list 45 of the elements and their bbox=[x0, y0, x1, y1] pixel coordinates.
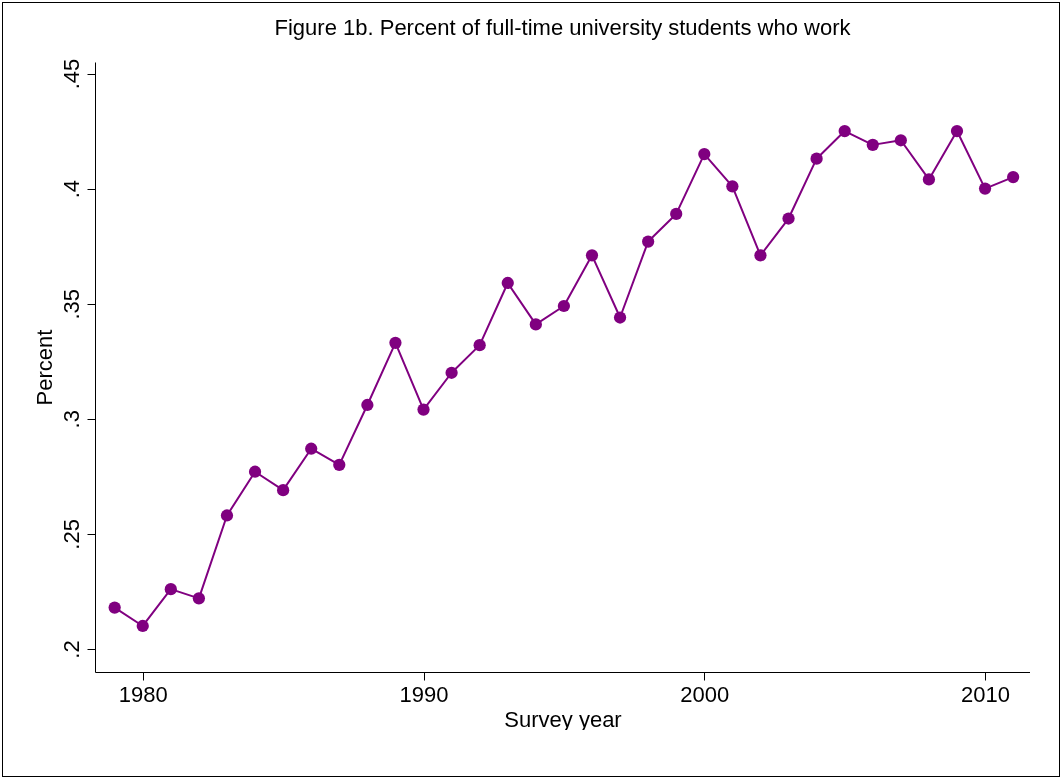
point bbox=[136, 619, 149, 633]
y-tick-label: .2 bbox=[58, 640, 84, 659]
y-tick-label: .45 bbox=[58, 58, 84, 90]
point bbox=[754, 249, 767, 262]
point bbox=[642, 235, 655, 248]
point bbox=[501, 276, 514, 290]
x-tick-label: 2010 bbox=[961, 681, 1011, 707]
point bbox=[445, 366, 458, 379]
point bbox=[950, 124, 964, 138]
point bbox=[698, 147, 711, 161]
point bbox=[670, 207, 683, 221]
x-tick-label: 1980 bbox=[118, 681, 168, 707]
point bbox=[192, 592, 206, 605]
point bbox=[277, 484, 290, 497]
y-tick-label: .25 bbox=[58, 519, 84, 550]
point bbox=[726, 180, 739, 193]
point bbox=[866, 138, 879, 151]
point bbox=[922, 173, 936, 186]
point bbox=[557, 299, 571, 313]
x-tick-label: 1990 bbox=[399, 681, 449, 707]
point bbox=[782, 212, 795, 225]
point bbox=[220, 509, 234, 522]
point bbox=[164, 583, 177, 596]
point bbox=[389, 336, 402, 349]
point bbox=[810, 152, 823, 165]
point bbox=[838, 124, 851, 138]
x-tick-label: 2000 bbox=[680, 681, 730, 707]
point bbox=[417, 403, 430, 416]
point bbox=[894, 134, 907, 147]
point bbox=[1007, 170, 1020, 184]
point bbox=[108, 601, 121, 614]
point bbox=[613, 311, 627, 324]
point bbox=[978, 182, 992, 195]
y-tick-label: .3 bbox=[58, 410, 84, 429]
point bbox=[333, 458, 346, 471]
point bbox=[305, 442, 318, 455]
point bbox=[248, 465, 262, 478]
point bbox=[585, 249, 599, 262]
y-axis-title: Percent bbox=[31, 329, 57, 406]
point bbox=[473, 339, 486, 352]
point bbox=[361, 398, 374, 412]
y-tick-label: .35 bbox=[58, 288, 84, 320]
y-tick-label: .4 bbox=[58, 179, 84, 199]
chart-title: Figure 1b. Percent of full-time university students who work bbox=[274, 15, 852, 41]
point bbox=[529, 318, 542, 331]
